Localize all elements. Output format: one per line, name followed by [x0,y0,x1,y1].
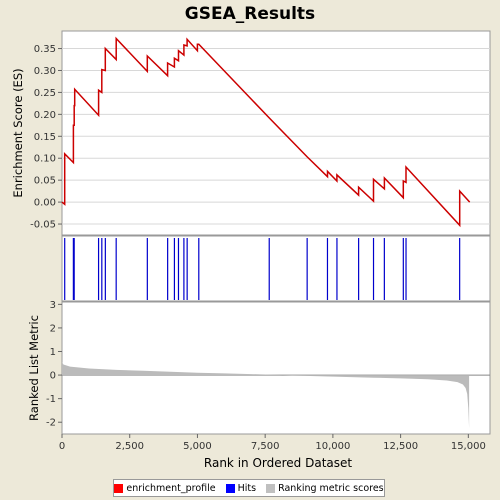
legend-label-hits: Hits [237,482,257,494]
chart-title: GSEA_Results [184,4,316,24]
x-tick-label: 12,500 [383,441,418,452]
enrichment-profile-line [61,36,471,228]
legend-label-ranking-metric: Ranking metric scores [278,482,384,494]
x-tick-label: 10,000 [315,441,350,452]
legend-item-hits: Hits [225,482,257,494]
ranking-y-tick-label: 3 [50,300,56,311]
enrichment-y-tick-label: 0.20 [34,110,56,121]
enrichment-y-tick-label: 0.10 [34,154,56,165]
enrichment-y-tick-label: 0.30 [34,66,56,77]
x-axis-label: Rank in Ordered Dataset [204,456,352,470]
ranking-y-tick-label: -2 [46,418,56,429]
legend-swatch-ranking-metric [266,483,276,493]
x-ticks: 0 2,500 5,000 7,500 10,000 12,500 15,000 [59,434,486,452]
legend-swatch-hits [225,483,235,493]
x-tick-label: 5,000 [183,441,212,452]
enrichment-y-tick-label: -0.05 [30,220,56,231]
legend-swatch-enrichment-profile [114,483,124,493]
enrichment-plot-area [61,30,491,236]
ranking-y-tick-label: 0 [50,371,56,382]
x-tick-label: 15,000 [451,441,486,452]
ranking-y-tick-label: -1 [46,394,56,405]
enrichment-y-tick-label: 0.35 [34,44,56,55]
enrichment-y-axis-label: Enrichment Score (ES) [11,68,25,197]
ranking-plot-area [61,301,491,435]
legend-label-enrichment-profile: enrichment_profile [126,482,216,494]
enrichment-y-tick-label: 0.15 [34,132,56,143]
legend-item-ranking-metric: Ranking metric scores [266,483,384,494]
enrichment-y-tick-label: 0.00 [34,198,56,209]
x-tick-label: 2,500 [115,441,144,452]
enrichment-y-ticks: -0.05 0.00 0.05 0.10 0.15 0.20 0.25 0.30 0.35 [30,44,62,231]
legend-item-enrichment-profile: enrichment_profile [114,482,216,494]
hits-plot-area [61,235,491,302]
ranking-y-tick-label: 2 [50,323,56,334]
x-tick-label: 7,500 [251,441,280,452]
x-tick-label: 0 [59,441,65,452]
ranking-y-ticks: -2 -1 0 1 2 3 [46,300,62,429]
enrichment-y-tick-label: 0.25 [34,88,56,99]
enrichment-y-tick-label: 0.05 [34,176,56,187]
ranking-y-tick-label: 1 [50,347,56,358]
legend: enrichment_profile Hits Ranking metric s… [113,479,385,497]
hit-markers [64,238,461,300]
ranking-y-axis-label: Ranked List Metric [27,315,41,421]
